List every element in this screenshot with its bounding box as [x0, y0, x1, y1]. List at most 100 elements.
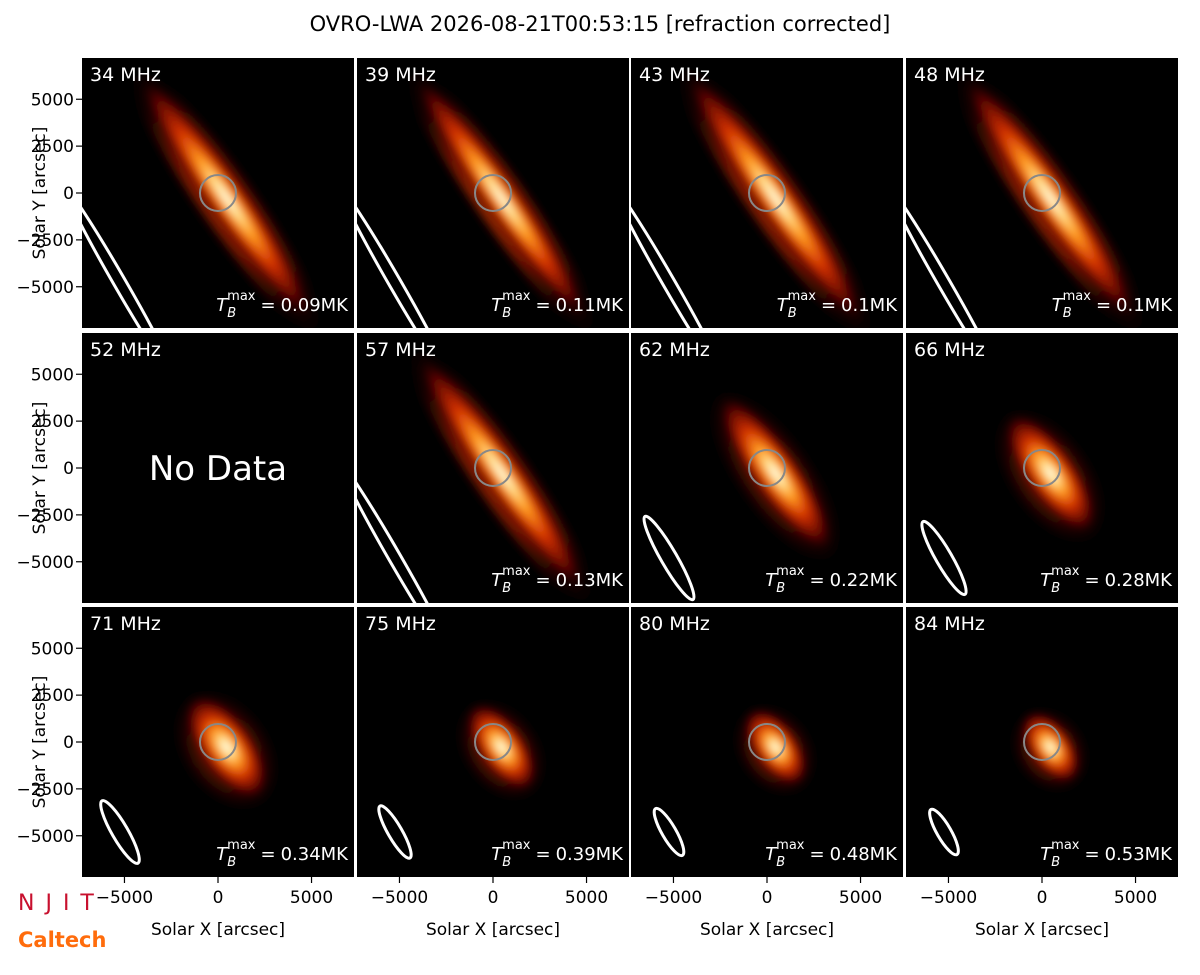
panel	[357, 333, 629, 603]
solar-disk	[748, 723, 786, 761]
emission	[401, 337, 601, 603]
tb-sup: max	[1051, 838, 1080, 853]
tb-sub: B	[1051, 855, 1060, 870]
panel	[906, 58, 1178, 328]
panel	[631, 607, 903, 877]
tb-max-label: TBmax = 0.39MK	[491, 838, 624, 870]
tb-max-label: TBmax = 0.11MK	[491, 289, 624, 321]
tb-max-value: 0.28MK	[1105, 570, 1174, 591]
tb-max-value: 0.22MK	[830, 570, 899, 591]
panel	[631, 333, 903, 603]
x-axis-label: Solar X [arcsec]	[975, 920, 1109, 940]
frequency-label: 71 MHz	[90, 613, 161, 635]
frequency-label: 84 MHz	[914, 613, 985, 635]
tb-equals: =	[1084, 570, 1099, 591]
logo-caltech: Caltech	[18, 928, 106, 952]
frequency-label: 57 MHz	[365, 339, 436, 361]
emission-core	[716, 393, 834, 553]
emission-core	[1003, 412, 1098, 535]
x-tick-label: −5000	[371, 888, 429, 908]
tb-equals: =	[1084, 844, 1099, 865]
emission	[989, 403, 1111, 549]
y-tick-label: −2500	[16, 780, 74, 800]
solar-disk	[474, 174, 512, 212]
x-tick-label: 5000	[839, 888, 882, 908]
x-tick-label: −5000	[96, 888, 154, 908]
tb-sup: max	[502, 564, 531, 579]
tb-sub: B	[227, 306, 236, 321]
y-tick-label: 0	[63, 459, 74, 479]
panel	[82, 607, 354, 877]
tb-equals: =	[535, 295, 550, 316]
solar-disk	[474, 449, 512, 487]
tb-max-value: 0.13MK	[556, 570, 625, 591]
frequency-label: 39 MHz	[365, 64, 436, 86]
panel	[906, 333, 1178, 603]
panel	[631, 58, 903, 328]
tb-sup: max	[1063, 289, 1092, 304]
panel	[357, 58, 629, 328]
emission-core	[962, 74, 1139, 322]
x-tick-label: 5000	[565, 888, 608, 908]
tb-equals: =	[535, 844, 550, 865]
x-tick-label: 5000	[290, 888, 333, 908]
y-tick-label: −2500	[16, 231, 74, 251]
y-tick-label: 5000	[31, 365, 74, 385]
x-tick-label: 0	[762, 888, 773, 908]
emission-core	[138, 74, 315, 322]
beam	[652, 806, 686, 858]
beam	[82, 186, 177, 328]
solar-disk	[748, 174, 786, 212]
beam	[920, 519, 968, 597]
tb-max-label: TBmax = 0.13MK	[491, 564, 624, 596]
tb-symbol: T	[491, 295, 504, 316]
tb-max-value: 0.11MK	[556, 295, 625, 316]
y-tick-label: 0	[63, 733, 74, 753]
tb-max-label: TBmax = 0.48MK	[765, 838, 898, 870]
tb-max-label: TBmax = 0.53MK	[1040, 838, 1173, 870]
panel-background	[82, 333, 354, 603]
solar-disk	[1023, 174, 1061, 212]
tb-sub: B	[502, 855, 511, 870]
tb-sup: max	[227, 838, 256, 853]
tb-sup: max	[502, 838, 531, 853]
tb-symbol: T	[1052, 295, 1065, 316]
frequency-label: 62 MHz	[639, 339, 710, 361]
frequency-label: 52 MHz	[90, 339, 161, 361]
frequency-label: 34 MHz	[90, 64, 161, 86]
tb-symbol: T	[1040, 844, 1053, 865]
tb-sup: max	[1051, 564, 1080, 579]
x-axis-label: Solar X [arcsec]	[700, 920, 834, 940]
solar-disk	[199, 174, 237, 212]
beam	[357, 461, 452, 603]
emission-core	[684, 70, 867, 326]
y-tick-label: 0	[63, 184, 74, 204]
tb-symbol: T	[216, 295, 229, 316]
tb-max-label: TBmax = 0.1MK	[777, 289, 899, 321]
tb-sub: B	[227, 855, 236, 870]
tb-equals: =	[821, 295, 836, 316]
tb-symbol: T	[777, 295, 790, 316]
x-tick-label: 5000	[1114, 888, 1157, 908]
y-tick-label: −2500	[16, 506, 74, 526]
tb-sup: max	[776, 564, 805, 579]
x-axis-label: Solar X [arcsec]	[151, 920, 285, 940]
emission-core	[464, 702, 539, 793]
emission	[452, 695, 550, 805]
tb-max-label: TBmax = 0.22MK	[765, 564, 898, 596]
tb-symbol: T	[491, 570, 504, 591]
frequency-label: 75 MHz	[365, 613, 436, 635]
frequency-label: 48 MHz	[914, 64, 985, 86]
tb-equals: =	[1096, 295, 1111, 316]
beam	[357, 186, 452, 328]
tb-symbol: T	[216, 844, 229, 865]
tb-equals: =	[260, 295, 275, 316]
solar-disk	[748, 449, 786, 487]
figure-title: OVRO-LWA 2026-08-21T00:53:15 [refraction…	[310, 12, 891, 36]
solar-disk	[474, 723, 512, 761]
tb-sub: B	[502, 581, 511, 596]
tb-max-label: TBmax = 0.1MK	[1052, 289, 1174, 321]
beam	[631, 186, 726, 328]
y-tick-label: 5000	[31, 90, 74, 110]
panel	[357, 607, 629, 877]
